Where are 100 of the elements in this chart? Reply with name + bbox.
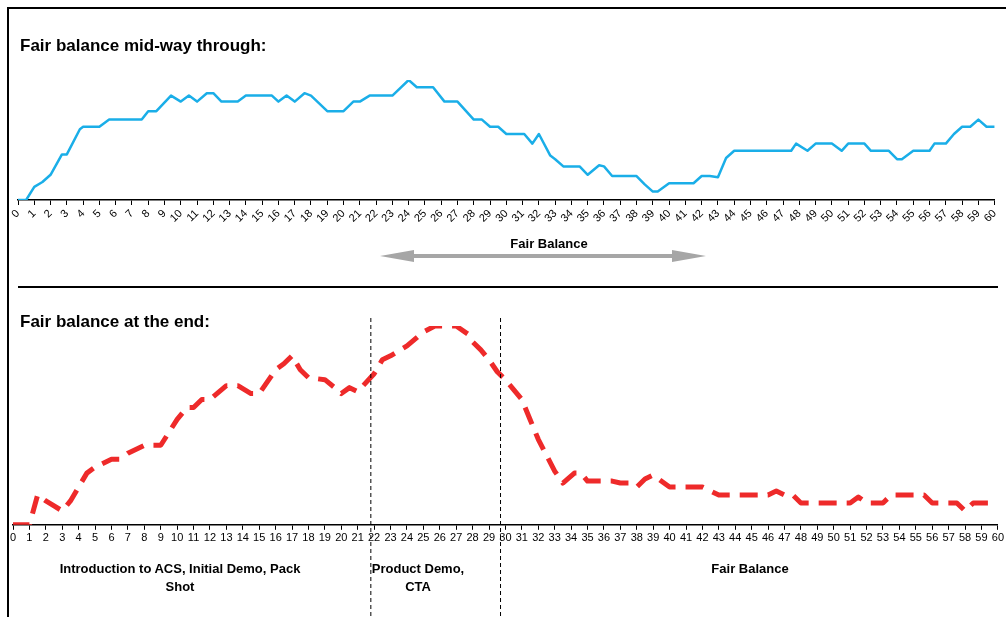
- x-tick-label: 5: [92, 531, 99, 544]
- x-tick-label: 25: [417, 531, 430, 544]
- x-tick-label: 11: [187, 531, 200, 544]
- text: Fair Balance: [711, 561, 789, 576]
- x-tick-label: 8: [141, 531, 148, 544]
- x-tick-label: 13: [216, 206, 234, 224]
- x-tick-label: 36: [597, 531, 611, 544]
- x-tick-label: 22: [368, 531, 381, 544]
- x-tick-label: 43: [704, 206, 722, 224]
- x-tick-label: 10: [171, 531, 184, 544]
- x-tick-label: 45: [745, 531, 758, 544]
- text: Fair Balance: [510, 236, 588, 251]
- chart-title: Fair balance mid-way through:: [20, 36, 267, 56]
- x-tick-label: 54: [883, 206, 901, 224]
- x-tick-label: 59: [975, 531, 988, 544]
- x-tick-label: 42: [696, 531, 709, 544]
- x-tick-label: 52: [850, 206, 868, 224]
- x-tick-label: 28: [466, 531, 479, 544]
- x-tick-label: 52: [860, 531, 873, 544]
- x-tick-label: 7: [122, 206, 136, 220]
- x-tick-label: 1: [25, 206, 38, 220]
- x-tick-label: 20: [335, 531, 348, 544]
- x-tick-label: 2: [41, 206, 55, 220]
- x-tick-label: 20: [329, 206, 348, 224]
- x-tick-label: 51: [834, 206, 852, 224]
- x-tick-label: 1: [26, 531, 33, 544]
- x-tick-label: 3: [59, 531, 66, 544]
- x-tick-label: 32: [532, 531, 545, 544]
- x-tick-label: 38: [622, 206, 641, 224]
- x-tick-label: 46: [761, 531, 775, 544]
- x-tick-label: 34: [557, 206, 575, 224]
- x-tick-label: 55: [899, 206, 917, 224]
- x-tick-label: 23: [384, 531, 397, 544]
- x-tick-label: 15: [248, 206, 266, 224]
- x-tick-label: 28: [460, 206, 478, 224]
- x-tick-label: 12: [203, 531, 217, 544]
- x-tick-label: 57: [932, 206, 950, 224]
- x-tick-label: 60: [991, 531, 1005, 544]
- x-tick-label: 24: [395, 206, 413, 224]
- x-tick-label: 6: [106, 206, 120, 220]
- x-tick-label: 14: [236, 531, 249, 544]
- x-tick-label: 13: [220, 531, 233, 544]
- x-tick-label: 48: [785, 206, 803, 224]
- x-tick-label: 17: [285, 531, 299, 544]
- x-tick-label: 39: [639, 206, 657, 224]
- x-tick-label: 41: [671, 206, 689, 224]
- x-tick-label: 53: [876, 531, 890, 544]
- x-tick-label: 2: [42, 531, 49, 544]
- x-tick-label: 21: [351, 531, 364, 544]
- x-tick-label: 7: [124, 531, 131, 544]
- x-tick-label: 59: [964, 206, 982, 224]
- x-tick-label: 29: [482, 531, 496, 544]
- x-tick-label: 27: [443, 206, 462, 224]
- x-tick-label: 33: [541, 206, 559, 224]
- x-tick-label: 30: [492, 206, 510, 224]
- x-tick-label: 15: [253, 531, 266, 544]
- x-tick-label: 47: [778, 531, 791, 544]
- x-tick-label: 23: [378, 206, 396, 224]
- x-tick-label: 31: [515, 531, 528, 544]
- x-tick-label: 50: [818, 206, 836, 224]
- x-tick-label: 56: [915, 206, 934, 224]
- x-tick-label: 27: [450, 531, 463, 544]
- x-tick-label: 22: [362, 206, 380, 224]
- x-tick-label: 38: [630, 531, 643, 544]
- x-tick-label: 40: [663, 531, 676, 544]
- x-tick-label: 53: [867, 206, 885, 224]
- x-tick-label: 16: [269, 531, 282, 544]
- x-tick-label: 3: [57, 206, 71, 220]
- x-tick-label: 18: [302, 531, 315, 544]
- x-tick-label: 49: [802, 206, 820, 224]
- x-tick-label: 25: [411, 206, 429, 224]
- x-tick-label: 9: [155, 206, 169, 220]
- x-tick-label: 21: [346, 206, 364, 224]
- x-tick-label: 29: [476, 206, 494, 224]
- x-tick-label: 34: [564, 531, 578, 544]
- x-tick-label: 45: [736, 206, 755, 224]
- x-tick-label: 32: [525, 206, 543, 224]
- x-tick-label: 58: [948, 206, 966, 224]
- chart-title: Fair balance at the end:: [20, 312, 210, 332]
- x-tick-label: 26: [433, 531, 446, 544]
- x-tick-label: 47: [769, 206, 787, 224]
- x-tick-label: 44: [729, 531, 742, 544]
- x-tick-label: 4: [75, 531, 82, 544]
- x-tick-label: 50: [827, 531, 840, 544]
- x-tick-label: 48: [794, 531, 808, 544]
- text: Product Demo, CTA: [371, 561, 465, 594]
- x-tick-label: 9: [157, 531, 164, 544]
- x-tick-label: 6: [108, 531, 115, 544]
- x-tick-label: 55: [909, 531, 922, 544]
- x-tick-label: 8: [138, 206, 152, 220]
- x-tick-label: 37: [614, 531, 627, 544]
- x-tick-label: 26: [427, 206, 445, 224]
- x-tick-label: 39: [647, 531, 660, 544]
- x-tick-label: 57: [942, 531, 955, 544]
- x-tick-label: 58: [958, 531, 972, 544]
- x-tick-label: 33: [548, 531, 561, 544]
- x-tick-label: 46: [753, 206, 771, 224]
- x-tick-label: 30: [499, 531, 512, 544]
- x-tick-label: 41: [679, 531, 693, 544]
- x-tick-label: 14: [232, 206, 250, 224]
